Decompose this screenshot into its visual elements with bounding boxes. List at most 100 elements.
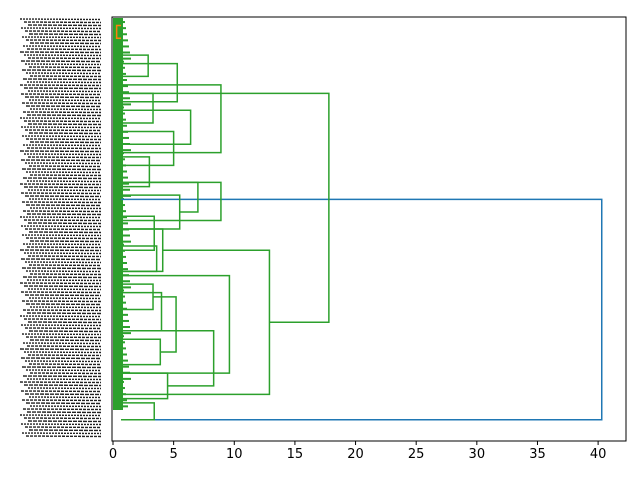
- leaf-label-mark: [27, 255, 102, 258]
- leaf-label-mark: [24, 30, 102, 33]
- dendrogram-link: [121, 62, 179, 103]
- leaf-label-mark: [21, 234, 102, 237]
- leaf-label-mark: [23, 21, 102, 24]
- leaf-label-mark: [25, 369, 102, 372]
- leaf-label-mark: [28, 165, 102, 168]
- leaf-label-mark: [25, 72, 102, 75]
- leaf-label-mark: [21, 333, 102, 336]
- leaf-label-mark: [24, 195, 102, 198]
- leaf-label-mark: [23, 54, 102, 57]
- leaf-label-mark: [27, 57, 102, 60]
- leaf-label-mark: [19, 117, 102, 120]
- leaf-label-mark: [25, 303, 102, 306]
- x-tick-label: 10: [226, 447, 243, 462]
- leaf-label-mark: [19, 414, 102, 417]
- leaf-label-mark: [25, 39, 102, 42]
- leaf-label-mark: [22, 111, 102, 114]
- leaf-label-mark: [26, 213, 102, 216]
- leaf-label-mark: [27, 288, 102, 291]
- leaf-stems: [113, 18, 131, 410]
- leaf-label-mark: [22, 408, 102, 411]
- leaf-label-mark: [24, 327, 102, 330]
- dendrogram-link: [121, 283, 154, 311]
- leaf-label-mark: [28, 330, 102, 333]
- dendrogram-link: [121, 402, 155, 421]
- dendrogram-link: [121, 198, 603, 421]
- leaf-label-mark: [21, 267, 102, 270]
- leaf-label-mark: [23, 384, 102, 387]
- leaf-label-mark: [21, 69, 102, 72]
- leaf-label-mark: [27, 24, 102, 27]
- leaf-label-mark: [19, 348, 102, 351]
- leaf-label-mark: [22, 144, 102, 147]
- x-tick-label: 5: [169, 447, 177, 462]
- x-tick-label: 30: [469, 447, 486, 462]
- leaf-label-mark: [25, 204, 102, 207]
- leaf-label-mark: [24, 96, 102, 99]
- leaf-label-mark: [26, 279, 102, 282]
- leaf-label-mark: [23, 285, 102, 288]
- dendrogram-link: [121, 54, 149, 78]
- dendrogram-link: [121, 84, 222, 154]
- leaf-label-mark: [27, 123, 102, 126]
- leaf-label-mark: [20, 93, 102, 96]
- leaf-label-mark: [21, 135, 102, 138]
- leaf-label-mark: [20, 126, 102, 129]
- leaf-label-mark: [20, 192, 102, 195]
- leaf-label-mark: [25, 105, 102, 108]
- leaf-label-mark: [22, 210, 102, 213]
- dendrogram-link: [121, 291, 163, 332]
- leaf-label-mark: [21, 300, 102, 303]
- leaf-label-mark: [20, 159, 102, 162]
- leaf-label-mark: [20, 390, 102, 393]
- x-axis-ticks: 0 5 10 15 20 25 30 35 40: [109, 441, 607, 462]
- dendrogram-link: [121, 330, 215, 387]
- leaf-label-mark: [26, 114, 102, 117]
- leaf-label-mark: [23, 417, 102, 420]
- leaf-label-mark: [28, 33, 102, 36]
- leaf-label-mark: [19, 216, 102, 219]
- leaf-label-mark: [20, 291, 102, 294]
- leaf-label-mark: [26, 312, 102, 315]
- leaf-label-mark: [25, 138, 102, 141]
- dendrogram-link: [121, 92, 154, 124]
- leaf-label-mark: [27, 222, 102, 225]
- leaf-label-mark: [26, 378, 102, 381]
- leaf-label-mark: [25, 171, 102, 174]
- dendrogram-links: [115, 24, 603, 421]
- leaf-label-mark: [23, 186, 102, 189]
- dendrogram-link: [121, 249, 271, 396]
- leaf-label-mark: [20, 357, 102, 360]
- leaf-label-mark: [26, 345, 102, 348]
- leaf-label-mark: [23, 120, 102, 123]
- leaf-label-mark: [21, 432, 102, 435]
- leaf-label-mark: [19, 315, 102, 318]
- leaf-label-mark: [28, 231, 102, 234]
- leaf-label-mark: [19, 150, 102, 153]
- leaf-label-mark: [22, 342, 102, 345]
- leaf-label-mark: [24, 294, 102, 297]
- leaf-label-mark: [29, 240, 102, 243]
- leaf-label-mark: [27, 90, 102, 93]
- leaf-label-mark: [24, 129, 102, 132]
- leaf-label-mark: [22, 78, 102, 81]
- leaf-label-mark: [26, 246, 102, 249]
- x-tick-label: 35: [529, 447, 546, 462]
- x-tick-label: 40: [590, 447, 607, 462]
- leaf-label-mark: [28, 363, 102, 366]
- leaf-label-mark: [25, 270, 102, 273]
- leaf-label-mark: [25, 336, 102, 339]
- leaf-label-mark: [28, 132, 102, 135]
- leaf-label-mark: [22, 45, 102, 48]
- leaf-label-mark: [23, 153, 102, 156]
- dendrogram-link: [121, 156, 151, 188]
- leaf-label-mark: [25, 237, 102, 240]
- leaf-label-mark: [19, 249, 102, 252]
- leaf-stem-block: [113, 18, 123, 410]
- leaf-label-mark: [24, 261, 102, 264]
- leaf-label-mark: [23, 87, 102, 90]
- leaf-label-mark: [27, 321, 102, 324]
- leaf-label-mark: [27, 420, 102, 423]
- leaf-label-mark: [22, 375, 102, 378]
